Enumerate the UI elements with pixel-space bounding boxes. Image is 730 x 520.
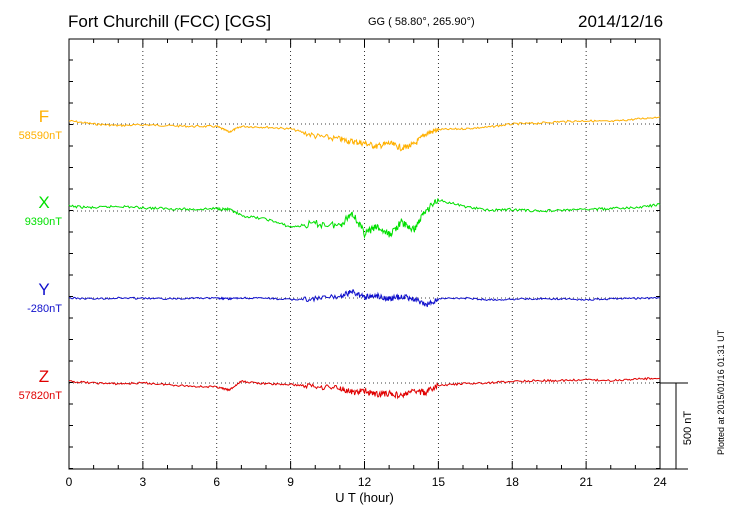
x-tick-label: 21 (579, 475, 593, 489)
x-tick-label: 9 (287, 475, 294, 489)
series-line-x (68, 198, 661, 239)
baseline-value-x: 9390nT (24, 216, 62, 228)
plotted-timestamp: Plotted at 2015/01/16 01:31 UT (716, 329, 726, 455)
x-tick-label: 18 (506, 475, 520, 489)
x-tick-label: 6 (213, 475, 220, 489)
x-tick-label: 3 (140, 475, 147, 489)
chart-date: 2014/12/16 (578, 12, 664, 31)
baseline-value-y: -280nT (27, 303, 62, 315)
station-coordinates: GG ( 58.80°, 265.90°) (368, 16, 475, 28)
series-label-x: X (38, 193, 50, 212)
x-tick-label: 0 (66, 475, 73, 489)
station-title: Fort Churchill (FCC) [CGS] (68, 12, 272, 31)
x-axis-label: U T (hour) (335, 490, 394, 505)
series-label-y: Y (38, 280, 50, 299)
series-label-z: Z (38, 367, 50, 386)
x-tick-label: 15 (432, 475, 446, 489)
baseline-value-z: 57820nT (18, 390, 62, 402)
series-label-f: F (38, 107, 50, 126)
series-line-y (68, 289, 661, 308)
series-line-f (68, 116, 661, 152)
baseline-value-f: 58590nT (18, 130, 62, 142)
scale-bar-label: 500 nT (682, 411, 694, 446)
x-tick-label: 24 (653, 475, 667, 489)
series-line-z (68, 377, 661, 400)
x-tick-label: 12 (358, 475, 372, 489)
